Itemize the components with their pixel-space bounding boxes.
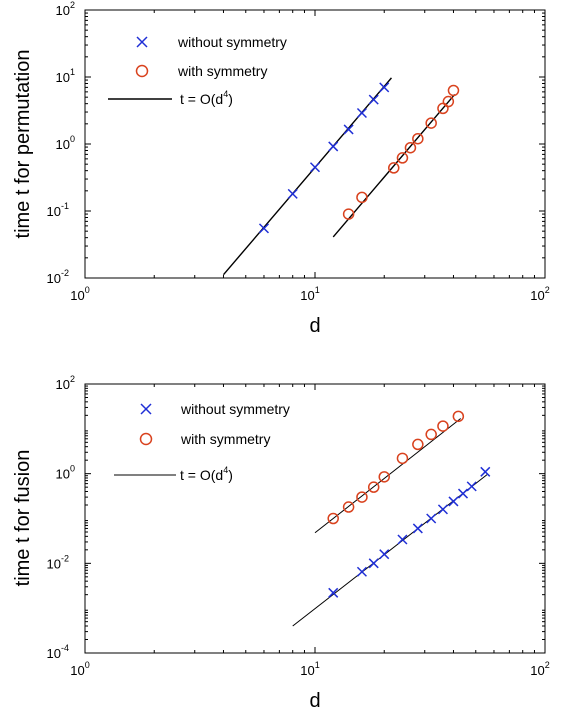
data-point-stroke <box>466 481 477 492</box>
data-point-without-symmetry <box>368 94 379 105</box>
data-point-with-symmetry <box>442 95 455 108</box>
y-tick-label: 102 <box>56 374 75 392</box>
legend-o-marker <box>139 432 153 446</box>
data-point-without-symmetry <box>258 223 270 234</box>
data-point-without-symmetry <box>426 513 437 524</box>
legend-label-without-symmetry: without symmetry <box>177 34 287 50</box>
legend: without symmetry with symmetry t = O(d4) <box>114 401 290 483</box>
data-point-with-symmetry <box>404 141 417 154</box>
data-point-without-symmetry <box>397 534 408 545</box>
y-axis-label: time t for fusion <box>12 450 34 587</box>
data-point-with-symmetry <box>447 84 460 97</box>
data-point-with-symmetry <box>412 438 424 451</box>
legend-x-marker <box>136 36 148 48</box>
y-tick-label: 10-1 <box>47 201 69 219</box>
y-tick-label: 101 <box>56 67 75 85</box>
legend-label-without-symmetry: without symmetry <box>180 401 290 417</box>
data-point-without-symmetry <box>343 124 354 135</box>
data-point-without-symmetry <box>356 566 367 577</box>
data-point-with-symmetry <box>425 428 437 441</box>
data-point-without-symmetry <box>448 496 459 507</box>
data-point-stroke <box>437 504 448 515</box>
data-point-stroke <box>309 162 321 173</box>
data-point-stroke <box>368 558 379 569</box>
data-point-stroke <box>426 513 437 524</box>
data-point-without-symmetry <box>412 523 423 534</box>
x-tick-label: 102 <box>530 285 549 303</box>
data-point-stroke <box>368 94 379 105</box>
data-point-without-symmetry <box>328 141 339 152</box>
data-point-stroke <box>328 141 339 152</box>
data-point-stroke <box>379 549 390 560</box>
legend-x-marker <box>140 403 152 415</box>
x-tick-label: 101 <box>300 660 319 678</box>
fit-line <box>314 418 462 534</box>
y-tick-label: 102 <box>56 0 75 18</box>
data-point-with-symmetry <box>356 491 368 503</box>
data-point-stroke <box>379 82 390 93</box>
legend-label-fit: t = O(d4) <box>180 89 233 107</box>
legend-label-with-symmetry: with symmetry <box>177 63 267 79</box>
legend-label-with-symmetry: with symmetry <box>180 431 270 447</box>
data-point-without-symmetry <box>368 558 379 569</box>
data-point-without-symmetry <box>328 587 339 598</box>
data-point-stroke <box>480 466 491 477</box>
data-point-stroke <box>356 107 367 119</box>
data-point-without-symmetry <box>480 466 491 477</box>
data-point-without-symmetry <box>437 504 448 515</box>
legend-o-marker <box>135 64 149 78</box>
y-tick-label: 100 <box>56 464 75 482</box>
x-tick-label: 101 <box>300 285 319 303</box>
data-point-stroke <box>287 188 298 199</box>
fit-line <box>332 93 456 238</box>
data-point-with-symmetry <box>425 117 437 129</box>
x-axis-label: d <box>309 690 320 712</box>
y-tick-label: 10-4 <box>47 643 69 661</box>
chart-permutation: 100 101 102 10-2 10-1 100 101 102 d time t for pe… <box>12 0 550 337</box>
data-point-stroke <box>412 523 423 534</box>
data-point-with-symmetry <box>437 420 449 432</box>
data-point-with-symmetry <box>367 481 380 493</box>
data-point-with-symmetry <box>412 132 424 145</box>
data-point-stroke <box>457 488 469 499</box>
data-point-with-symmetry <box>378 471 390 483</box>
y-tick-label: 100 <box>56 134 75 152</box>
data-point-without-symmetry <box>379 549 390 560</box>
data-point-stroke <box>258 223 270 234</box>
data-point-with-symmetry <box>396 152 409 164</box>
data-point-without-symmetry <box>457 488 469 499</box>
y-axis-label: time t for permutation <box>12 50 34 239</box>
data-point-without-symmetry <box>287 188 298 199</box>
legend-label-fit: t = O(d4) <box>180 465 233 483</box>
data-point-stroke <box>328 587 339 598</box>
chart-fusion: 100 101 102 10-4 10-2 100 102 d time t for fusio… <box>12 374 550 712</box>
data-point-stroke <box>356 566 367 577</box>
fit-line <box>222 77 392 276</box>
y-tick-label: 10-2 <box>47 268 69 286</box>
data-point-stroke <box>343 124 354 135</box>
x-tick-label: 100 <box>70 660 89 678</box>
data-point-with-symmetry <box>327 512 339 525</box>
data-point-without-symmetry <box>379 82 390 93</box>
data-point-with-symmetry <box>342 501 355 513</box>
x-axis-label: d <box>309 315 320 337</box>
data-point-with-symmetry <box>388 162 400 174</box>
plot-area <box>84 383 546 654</box>
plot-area <box>84 9 546 279</box>
data-point-with-symmetry <box>396 452 409 465</box>
x-tick-label: 100 <box>70 285 89 303</box>
data-point-with-symmetry <box>452 410 465 423</box>
x-tick-label: 102 <box>530 660 549 678</box>
y-tick-label: 10-2 <box>47 553 69 571</box>
data-point-with-symmetry <box>342 208 355 220</box>
data-point-stroke <box>448 496 459 507</box>
data-point-with-symmetry <box>356 191 368 204</box>
data-point-without-symmetry <box>356 107 367 119</box>
legend: without symmetry with symmetry t = O(d4) <box>108 34 287 107</box>
data-point-without-symmetry <box>466 481 477 492</box>
data-point-without-symmetry <box>309 162 321 173</box>
data-point-stroke <box>397 534 408 545</box>
